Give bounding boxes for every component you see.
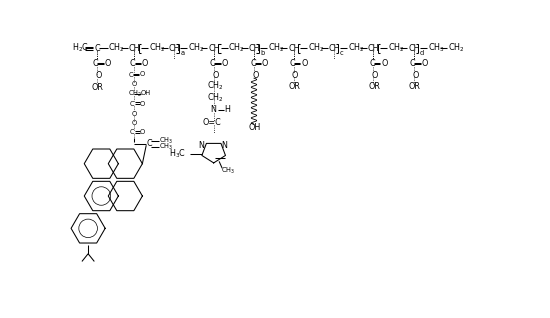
Text: C: C <box>250 59 256 68</box>
Text: CH: CH <box>328 44 340 53</box>
Text: CH: CH <box>408 44 420 53</box>
Text: O: O <box>131 111 137 117</box>
Text: O: O <box>95 71 101 80</box>
Text: OH: OH <box>141 90 151 96</box>
Text: H: H <box>224 105 230 114</box>
Text: OH: OH <box>249 123 261 132</box>
Text: C: C <box>410 59 415 68</box>
Text: CH$_2$: CH$_2$ <box>128 88 142 99</box>
Text: N: N <box>221 142 227 150</box>
Text: O: O <box>131 120 137 126</box>
Text: C: C <box>210 59 216 68</box>
Text: CH: CH <box>249 44 260 53</box>
Text: CH$_2$: CH$_2$ <box>188 42 205 54</box>
Text: O=C: O=C <box>203 118 222 128</box>
Text: b: b <box>260 50 265 56</box>
Text: d: d <box>420 50 424 56</box>
Text: C: C <box>130 129 135 135</box>
Text: O: O <box>412 71 419 80</box>
Text: CH$_2$: CH$_2$ <box>268 42 285 54</box>
Text: CH: CH <box>129 44 140 53</box>
Text: O: O <box>141 59 148 68</box>
Text: O: O <box>372 71 378 80</box>
Text: O: O <box>104 59 111 68</box>
Text: O: O <box>131 81 137 87</box>
Text: C: C <box>146 139 152 148</box>
Text: H$_2$C: H$_2$C <box>72 42 89 54</box>
Text: CH$_2$: CH$_2$ <box>308 42 325 54</box>
Text: CH$_2$: CH$_2$ <box>207 80 224 92</box>
Text: CH$_3$: CH$_3$ <box>160 142 174 152</box>
Text: CH$_2$: CH$_2$ <box>148 42 166 54</box>
Text: CH$_2$: CH$_2$ <box>448 42 464 54</box>
Text: O: O <box>252 71 259 80</box>
Text: C: C <box>290 59 295 68</box>
Text: OR: OR <box>368 82 381 91</box>
Text: CH: CH <box>169 44 180 53</box>
Text: OR: OR <box>289 82 301 91</box>
Text: CH$_3$: CH$_3$ <box>427 42 444 54</box>
Text: O: O <box>421 59 428 68</box>
Text: O: O <box>212 71 218 80</box>
Text: CH$_2$: CH$_2$ <box>348 42 365 54</box>
Text: H$_3$C: H$_3$C <box>169 148 186 160</box>
Text: C: C <box>130 100 135 107</box>
Text: O: O <box>292 71 298 80</box>
Text: CH: CH <box>368 44 380 53</box>
Text: O: O <box>140 129 145 135</box>
Text: CH: CH <box>288 44 300 53</box>
Text: C: C <box>130 59 136 68</box>
Text: C: C <box>370 59 375 68</box>
Text: O: O <box>301 59 307 68</box>
Text: CH$_3$: CH$_3$ <box>222 165 235 176</box>
Text: c: c <box>340 50 344 56</box>
Text: CH$_2$: CH$_2$ <box>207 91 224 104</box>
Text: CH$_2$: CH$_2$ <box>388 42 405 54</box>
Text: O: O <box>222 59 228 68</box>
Text: CH$_3$: CH$_3$ <box>160 135 174 146</box>
Text: OR: OR <box>92 83 104 92</box>
Text: CH$_2$: CH$_2$ <box>108 42 125 54</box>
Text: N: N <box>211 105 217 114</box>
Text: C: C <box>129 72 133 78</box>
Text: O: O <box>381 59 387 68</box>
Text: a: a <box>180 50 184 56</box>
Text: CH: CH <box>208 44 220 53</box>
Text: C: C <box>95 44 100 53</box>
Text: N: N <box>199 142 204 150</box>
Text: O: O <box>139 71 145 77</box>
Text: OR: OR <box>409 82 421 91</box>
Text: C: C <box>93 59 98 68</box>
Text: O: O <box>262 59 268 68</box>
Text: O: O <box>140 100 145 107</box>
Text: CH$_2$: CH$_2$ <box>228 42 245 54</box>
